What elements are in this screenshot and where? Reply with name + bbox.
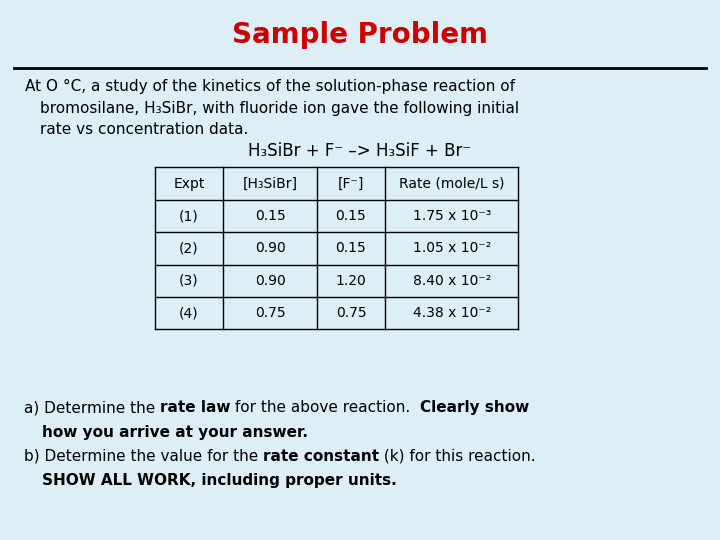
Text: 1.20: 1.20 [336, 274, 366, 288]
Text: Sample Problem: Sample Problem [232, 21, 488, 49]
Text: 0.15: 0.15 [336, 209, 366, 223]
Text: 0.75: 0.75 [255, 306, 285, 320]
Text: Expt: Expt [174, 177, 204, 191]
Text: At O °C, a study of the kinetics of the solution-phase reaction of: At O °C, a study of the kinetics of the … [25, 79, 516, 94]
Text: 0.90: 0.90 [255, 274, 285, 288]
Text: rate vs concentration data.: rate vs concentration data. [40, 122, 248, 137]
Text: [F⁻]: [F⁻] [338, 177, 364, 191]
Text: a) Determine the: a) Determine the [24, 400, 160, 415]
Text: bromosilane, H₃SiBr, with fluoride ion gave the following initial: bromosilane, H₃SiBr, with fluoride ion g… [40, 100, 518, 116]
Text: Clearly show: Clearly show [420, 400, 530, 415]
Text: how you arrive at your answer.: how you arrive at your answer. [42, 424, 307, 440]
Text: rate constant: rate constant [263, 449, 379, 464]
Text: 4.38 x 10⁻²: 4.38 x 10⁻² [413, 306, 491, 320]
Text: 0.90: 0.90 [255, 241, 285, 255]
Text: 0.15: 0.15 [336, 241, 366, 255]
Text: 0.75: 0.75 [336, 306, 366, 320]
Text: 8.40 x 10⁻²: 8.40 x 10⁻² [413, 274, 491, 288]
Text: (2): (2) [179, 241, 199, 255]
Text: (1): (1) [179, 209, 199, 223]
Text: (3): (3) [179, 274, 199, 288]
Text: (k) for this reaction.: (k) for this reaction. [379, 449, 536, 464]
Text: SHOW ALL WORK, including proper units.: SHOW ALL WORK, including proper units. [42, 473, 397, 488]
Text: rate law: rate law [160, 400, 230, 415]
Text: [H₃SiBr]: [H₃SiBr] [243, 177, 297, 191]
Text: 0.15: 0.15 [255, 209, 285, 223]
Text: H₃SiBr + F⁻ –> H₃SiF + Br⁻: H₃SiBr + F⁻ –> H₃SiF + Br⁻ [248, 142, 472, 160]
Text: b) Determine the value for the: b) Determine the value for the [24, 449, 263, 464]
Text: (4): (4) [179, 306, 199, 320]
Text: 1.05 x 10⁻²: 1.05 x 10⁻² [413, 241, 491, 255]
Text: for the above reaction.: for the above reaction. [230, 400, 420, 415]
Text: Rate (mole/L s): Rate (mole/L s) [399, 177, 505, 191]
Text: 1.75 x 10⁻³: 1.75 x 10⁻³ [413, 209, 491, 223]
